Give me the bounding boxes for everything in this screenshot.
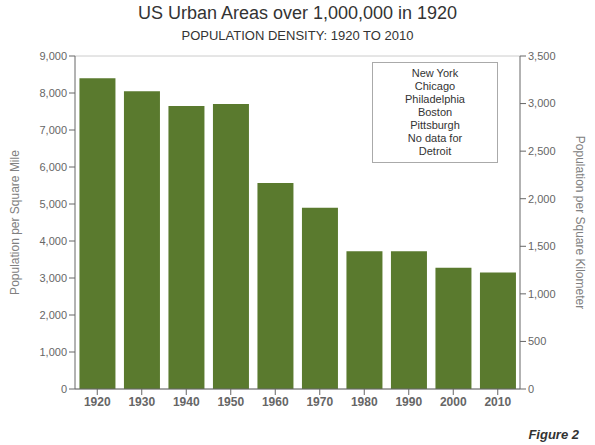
svg-text:7,000: 7,000: [39, 124, 67, 136]
svg-text:1960: 1960: [262, 395, 289, 409]
svg-text:1930: 1930: [128, 395, 155, 409]
svg-text:1940: 1940: [173, 395, 200, 409]
svg-text:1970: 1970: [306, 395, 333, 409]
svg-text:2,000: 2,000: [528, 193, 556, 205]
svg-text:2010: 2010: [484, 395, 511, 409]
svg-text:1920: 1920: [84, 395, 111, 409]
html-text:POPULATION DENSITY: 1920 TO 20: POPULATION DENSITY: 1920 TO 2010: [181, 28, 414, 43]
svg-text:Population per Square Mile: Population per Square Mile: [8, 150, 22, 295]
svg-text:3,000: 3,000: [528, 97, 556, 109]
html-text:Figure 2: Figure 2: [528, 427, 579, 442]
svg-text:8,000: 8,000: [39, 87, 67, 99]
html-text:Detroit: Detroit: [418, 145, 452, 157]
svg-text:1990: 1990: [395, 395, 422, 409]
svg-text:1,500: 1,500: [528, 240, 556, 252]
html-text:Pittsburgh: Pittsburgh: [410, 119, 460, 131]
html-text:New York: New York: [411, 67, 459, 79]
svg-text:1,000: 1,000: [39, 346, 67, 358]
svg-text:1980: 1980: [351, 395, 378, 409]
svg-text:5,000: 5,000: [39, 198, 67, 210]
html-text:Philadelphia: Philadelphia: [405, 93, 465, 105]
svg-text:0: 0: [528, 383, 534, 395]
svg-text:9,000: 9,000: [39, 50, 67, 62]
svg-text:2000: 2000: [440, 395, 467, 409]
svg-text:3,000: 3,000: [39, 272, 67, 284]
html-text:Boston: Boston: [417, 106, 453, 118]
svg-text:0: 0: [61, 383, 67, 395]
svg-text:3,500: 3,500: [528, 50, 556, 62]
svg-text:1,000: 1,000: [528, 288, 556, 300]
html-text:No data for: No data for: [407, 132, 463, 144]
svg-text:2,500: 2,500: [528, 145, 556, 157]
svg-text:2,000: 2,000: [39, 309, 67, 321]
svg-text:1950: 1950: [217, 395, 244, 409]
html-text:US Urban Areas over 1,000,000: US Urban Areas over 1,000,000 in 1920: [137, 3, 458, 23]
svg-text:4,000: 4,000: [39, 235, 67, 247]
html-text:Chicago: Chicago: [414, 80, 456, 92]
svg-text:500: 500: [528, 335, 546, 347]
svg-text:6,000: 6,000: [39, 161, 67, 173]
svg-text:Population per Square Kilomete: Population per Square Kilometer: [573, 136, 587, 309]
